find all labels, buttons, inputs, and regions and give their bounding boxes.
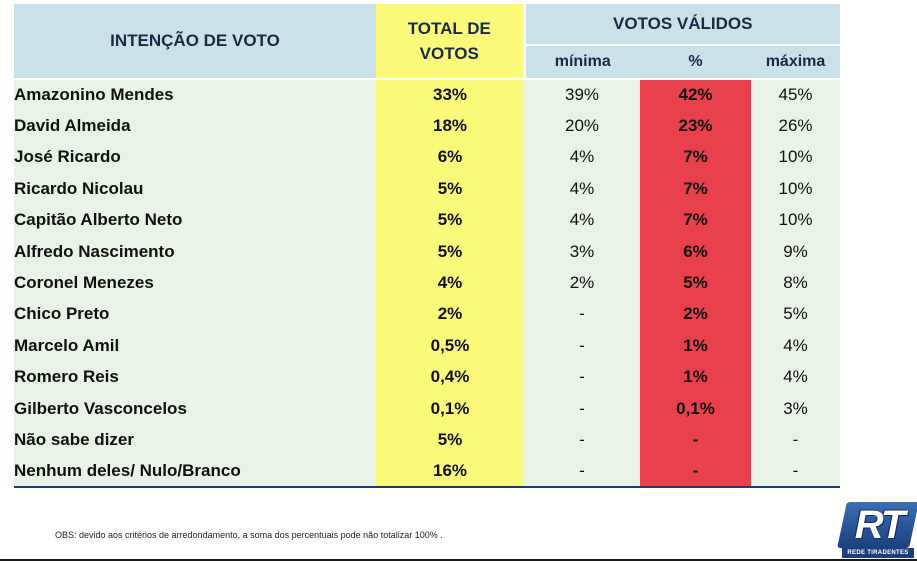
candidate-name: Romero Reis: [14, 361, 376, 393]
header-percent: %: [640, 44, 751, 80]
total-votes-cell: 5%: [376, 204, 524, 236]
header-minima: mínima: [522, 44, 640, 80]
valid-percent-cell: 1%: [640, 361, 751, 393]
candidate-name: Capitão Alberto Neto: [14, 204, 376, 236]
minima-cell: -: [524, 361, 640, 393]
maxima-cell: 8%: [751, 267, 840, 299]
candidate-name: Ricardo Nicolau: [14, 173, 376, 205]
total-votes-cell: 33%: [376, 79, 524, 111]
total-votes-cell: 0,4%: [376, 361, 524, 393]
table-row: Chico Preto 2% -2% 5%: [14, 298, 840, 331]
header-total-de-votos: TOTAL DE VOTOS: [376, 4, 524, 80]
table-row: Amazonino Mendes 33% 39% 42% 45%: [14, 79, 840, 111]
maxima-cell: 9%: [751, 235, 840, 268]
table-row: David Almeida 18% 20% 23% 26%: [14, 110, 840, 142]
table-row: Nenhum deles/ Nulo/Branco 16% - - -: [14, 455, 840, 489]
total-votes-cell: 2%: [376, 298, 524, 331]
minima-cell: 3%: [524, 235, 640, 268]
total-votes-cell: 4%: [376, 267, 524, 299]
candidate-name: Chico Preto: [14, 298, 376, 331]
minima-cell: 2%: [524, 267, 640, 299]
maxima-cell: -: [751, 424, 840, 456]
candidate-name: Nenhum deles/ Nulo/Branco: [14, 455, 376, 489]
table-row: Alfredo Nascimento 5% 3% 6% 9%: [14, 235, 840, 268]
minima-cell: -: [524, 455, 640, 489]
maxima-cell: -: [751, 455, 840, 489]
total-votes-cell: 0,5%: [376, 330, 524, 362]
table-row: Coronel Menezes 4% 2% 5% 8%: [14, 267, 840, 299]
total-votes-cell: 16%: [376, 455, 524, 489]
header-total-line1: TOTAL DE: [407, 19, 491, 38]
candidate-name: Não sabe dizer: [14, 424, 376, 456]
table-row: Não sabe dizer 5% - - -: [14, 424, 840, 456]
header-total-line2: VOTOS: [419, 44, 479, 63]
maxima-cell: 45%: [751, 79, 840, 111]
valid-percent-cell: 6%: [640, 235, 751, 268]
minima-cell: -: [524, 330, 640, 362]
footnote: OBS: devido aos critérios de arredondame…: [55, 530, 443, 540]
minima-cell: 4%: [524, 141, 640, 174]
minima-cell: 4%: [524, 204, 640, 236]
total-votes-cell: 6%: [376, 141, 524, 174]
valid-percent-cell: 2%: [640, 298, 751, 331]
valid-percent-cell: 42%: [640, 79, 751, 111]
voting-intention-table: INTENÇÃO DE VOTO TOTAL DE VOTOS VOTOS VÁ…: [14, 4, 840, 489]
maxima-cell: 10%: [751, 204, 840, 236]
header-intencao-de-voto: INTENÇÃO DE VOTO: [14, 4, 376, 80]
maxima-cell: 4%: [751, 361, 840, 393]
header-votos-validos: VOTOS VÁLIDOS: [522, 4, 840, 45]
valid-percent-cell: 7%: [640, 204, 751, 236]
valid-percent-cell: 23%: [640, 110, 751, 142]
header-maxima: máxima: [751, 44, 840, 80]
candidate-name: José Ricardo: [14, 141, 376, 174]
candidate-name: Coronel Menezes: [14, 267, 376, 299]
valid-percent-cell: 7%: [640, 173, 751, 205]
total-votes-cell: 5%: [376, 173, 524, 205]
minima-cell: -: [524, 424, 640, 456]
table-row: José Ricardo 6% 4% 7% 10%: [14, 141, 840, 174]
table-row: Gilberto Vasconcelos 0,1% -0,1% 3%: [14, 392, 840, 425]
table-row: Romero Reis 0,4% -1% 4%: [14, 361, 840, 393]
table-row: Marcelo Amil 0,5% -1% 4%: [14, 330, 840, 362]
minima-cell: -: [524, 392, 640, 425]
valid-percent-cell: -: [640, 455, 751, 489]
table-body: Amazonino Mendes 33% 39% 42% 45% David Almeid…: [14, 79, 840, 489]
minima-cell: -: [524, 298, 640, 331]
candidate-name: Gilberto Vasconcelos: [14, 392, 376, 425]
candidate-name: Alfredo Nascimento: [14, 235, 376, 268]
logo-letters: RT: [854, 503, 906, 547]
total-votes-cell: 18%: [376, 110, 524, 142]
candidate-name: Amazonino Mendes: [14, 79, 376, 111]
valid-percent-cell: 1%: [640, 330, 751, 362]
valid-percent-cell: 0,1%: [640, 392, 751, 425]
bottom-divider: [0, 559, 917, 561]
maxima-cell: 4%: [751, 330, 840, 362]
valid-percent-cell: 5%: [640, 267, 751, 299]
total-votes-cell: 5%: [376, 235, 524, 268]
maxima-cell: 26%: [751, 110, 840, 142]
maxima-cell: 10%: [751, 173, 840, 205]
candidate-name: David Almeida: [14, 110, 376, 142]
maxima-cell: 5%: [751, 298, 840, 331]
minima-cell: 39%: [524, 79, 640, 111]
maxima-cell: 3%: [751, 392, 840, 425]
minima-cell: 4%: [524, 173, 640, 205]
valid-percent-cell: 7%: [640, 141, 751, 174]
minima-cell: 20%: [524, 110, 640, 142]
maxima-cell: 10%: [751, 141, 840, 174]
logo-caption: REDE TIRADENTES: [842, 548, 914, 558]
total-votes-cell: 0,1%: [376, 392, 524, 425]
rede-tiradentes-logo: RT REDE TIRADENTES: [837, 500, 917, 560]
table-row: Ricardo Nicolau 5% 4% 7% 10%: [14, 173, 840, 205]
candidate-name: Marcelo Amil: [14, 330, 376, 362]
total-votes-cell: 5%: [376, 424, 524, 456]
table-row: Capitão Alberto Neto 5% 4% 7% 10%: [14, 204, 840, 236]
valid-percent-cell: -: [640, 424, 751, 456]
